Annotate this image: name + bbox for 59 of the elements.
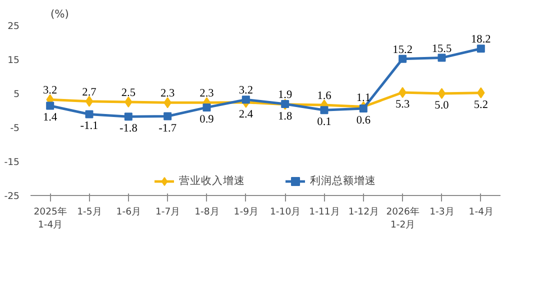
- y-tick-label: 15: [8, 55, 20, 66]
- x-tick-label: 1-11月: [309, 206, 340, 218]
- x-tick-label: 1-12月: [348, 206, 379, 218]
- y-axis-title: (%): [50, 8, 69, 20]
- point: [202, 103, 211, 112]
- point: [476, 44, 485, 53]
- x-tick-label: 1-8月: [194, 206, 219, 218]
- point: [438, 88, 446, 99]
- point: [320, 106, 328, 114]
- data-label: 2.3: [200, 88, 214, 100]
- data-label: 5.3: [396, 98, 410, 110]
- data-label: 18.2: [471, 34, 492, 46]
- point: [398, 54, 407, 63]
- x-tick-label: 1-10月: [270, 206, 300, 218]
- x-tick-label: 2026年 1-2月: [386, 206, 419, 231]
- data-label: -1.7: [158, 122, 177, 134]
- x-tick-label: 1-7月: [155, 206, 180, 218]
- y-tick-label: -5: [10, 123, 20, 134]
- data-label: 1.9: [278, 89, 292, 102]
- data-label: 1.6: [317, 90, 332, 102]
- x-tick-label: 1-9月: [234, 206, 258, 218]
- data-label: 2.5: [121, 87, 136, 99]
- data-label: 3.2: [43, 84, 58, 97]
- data-label: 15.5: [432, 42, 452, 55]
- x-tick-label: 1-4月: [468, 206, 494, 218]
- y-tick-label: -15: [4, 157, 20, 168]
- data-label: 0.1: [317, 116, 332, 128]
- data-label: 2.7: [82, 86, 97, 98]
- data-label: 15.2: [392, 44, 413, 56]
- data-label: 5.0: [434, 100, 450, 112]
- point: [46, 102, 54, 110]
- y-tick-label: 25: [8, 21, 20, 32]
- data-label: 3.2: [238, 84, 254, 97]
- data-label: 2.4: [238, 108, 254, 120]
- point: [124, 112, 132, 121]
- x-tick-label: 1-6月: [116, 206, 141, 218]
- data-label: 0.9: [200, 113, 214, 126]
- x-tick-label: 1-3月: [430, 206, 454, 218]
- data-label: 1.4: [43, 112, 58, 124]
- point: [124, 96, 132, 108]
- data-label: 1.8: [278, 110, 292, 122]
- x-tick-label: 1-5月: [77, 206, 102, 218]
- point: [359, 104, 368, 112]
- point: [85, 96, 94, 107]
- data-label: -1.1: [80, 120, 98, 132]
- point: [242, 96, 250, 104]
- y-tick-label: -25: [4, 191, 20, 202]
- point: [164, 112, 172, 120]
- point: [438, 54, 446, 62]
- point: [85, 110, 94, 118]
- data-label: 5.2: [474, 98, 488, 111]
- data-label: 2.3: [160, 88, 175, 100]
- data-label: -1.8: [119, 122, 138, 135]
- y-tick-label: 5: [14, 89, 20, 100]
- x-tick-label: 2025年 1-4月: [34, 206, 66, 231]
- data-label: 0.6: [356, 114, 371, 126]
- legend-label: 利润总额增速: [310, 174, 376, 188]
- data-label: 1.1: [356, 92, 371, 104]
- legend-label: 营业收入增速: [179, 174, 245, 188]
